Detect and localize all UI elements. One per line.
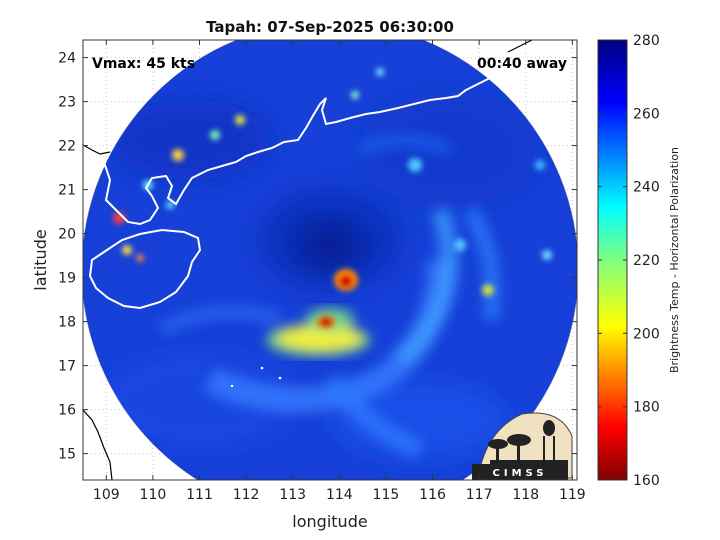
y-tick-label: 17	[58, 359, 76, 375]
colorbar-tick-label: 260	[633, 106, 660, 122]
y-tick-label: 21	[58, 183, 76, 199]
colorbar-tick-label: 220	[633, 253, 660, 269]
x-tick-label: 110	[140, 487, 167, 503]
x-tick-label: 112	[233, 487, 260, 503]
cimss-logo-text: CIMSS	[493, 468, 548, 479]
colorbar-tick-label: 180	[633, 400, 660, 416]
figure-title: Tapah: 07-Sep-2025 06:30:00	[206, 18, 454, 36]
colorbar-tick-label: 200	[633, 326, 660, 342]
y-tick-label: 18	[58, 315, 76, 331]
y-axis-ticks: 15 16 17 18 19 20 21 22 23 24	[58, 51, 577, 463]
coastlines	[83, 41, 533, 310]
x-tick-label: 113	[279, 487, 306, 503]
y-tick-label: 15	[58, 447, 76, 463]
y-tick-label: 16	[58, 403, 76, 419]
x-tick-label: 117	[466, 487, 493, 503]
y-tick-label: 22	[58, 139, 76, 155]
colorbar: 160 180 200 220 240 260 280 Brightness Temp - …	[597, 33, 681, 489]
colorbar-tick-label: 280	[633, 33, 660, 49]
colorbar-label: Brightness Temp - Horizontal Polarizatio…	[668, 147, 681, 373]
time-away-label: 00:40 away	[477, 56, 567, 72]
cimss-logo: CIMSS	[472, 412, 573, 480]
y-tick-label: 23	[58, 95, 76, 111]
y-axis-label: latitude	[31, 229, 50, 290]
x-tick-label: 114	[326, 487, 353, 503]
x-tick-label: 119	[559, 487, 586, 503]
storm-eye	[282, 207, 378, 283]
hainan-coastline	[88, 228, 202, 310]
x-tick-label: 115	[373, 487, 400, 503]
mainland-coastline	[83, 41, 533, 226]
colorbar-tick-label: 240	[633, 180, 660, 196]
y-tick-label: 19	[58, 271, 76, 287]
x-axis-ticks: 109 110 111 112 113 114 115 116 117 118 119	[93, 40, 586, 503]
vmax-label: Vmax: 45 kts	[92, 56, 195, 72]
y-tick-label: 24	[58, 51, 76, 67]
colorbar-tick-label: 160	[633, 473, 660, 489]
y-tick-label: 20	[58, 227, 76, 243]
plot-area: Vmax: 45 kts 00:40 away CIMSS	[82, 39, 578, 481]
x-tick-label: 109	[93, 487, 120, 503]
x-tick-label: 116	[419, 487, 446, 503]
microwave-swath	[83, 40, 577, 480]
x-tick-label: 118	[512, 487, 539, 503]
colorbar-ticks: 160 180 200 220 240 260 280	[598, 33, 660, 489]
colorbar-gradient	[597, 39, 628, 481]
x-tick-label: 111	[186, 487, 213, 503]
x-axis-label: longitude	[292, 512, 367, 531]
